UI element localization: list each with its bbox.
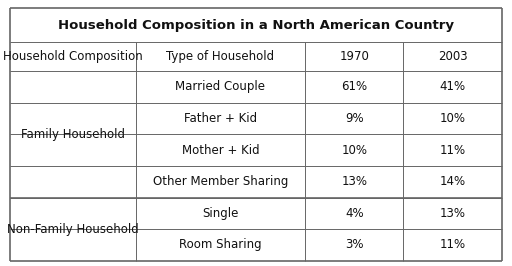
Text: Type of Household: Type of Household xyxy=(166,50,274,63)
Text: 11%: 11% xyxy=(439,144,466,157)
Text: Mother + Kid: Mother + Kid xyxy=(182,144,259,157)
Text: 13%: 13% xyxy=(342,175,367,188)
Text: Other Member Sharing: Other Member Sharing xyxy=(153,175,288,188)
Text: 1970: 1970 xyxy=(339,50,369,63)
Text: 9%: 9% xyxy=(345,112,364,125)
Text: 2003: 2003 xyxy=(438,50,467,63)
Text: Room Sharing: Room Sharing xyxy=(179,238,262,251)
Text: Family Household: Family Household xyxy=(21,128,125,141)
Text: Father + Kid: Father + Kid xyxy=(184,112,257,125)
Text: 4%: 4% xyxy=(345,207,364,220)
Text: Non-Family Household: Non-Family Household xyxy=(7,223,139,236)
Text: Single: Single xyxy=(202,207,239,220)
Text: 3%: 3% xyxy=(345,238,364,251)
Text: 10%: 10% xyxy=(440,112,465,125)
Text: 13%: 13% xyxy=(440,207,465,220)
Text: 10%: 10% xyxy=(342,144,367,157)
Text: 61%: 61% xyxy=(341,80,368,93)
Text: Household Composition in a North American Country: Household Composition in a North America… xyxy=(58,19,454,32)
Text: Married Couple: Married Couple xyxy=(176,80,265,93)
Text: Household Composition: Household Composition xyxy=(3,50,143,63)
Text: 11%: 11% xyxy=(439,238,466,251)
Text: 41%: 41% xyxy=(439,80,466,93)
Text: 14%: 14% xyxy=(439,175,466,188)
